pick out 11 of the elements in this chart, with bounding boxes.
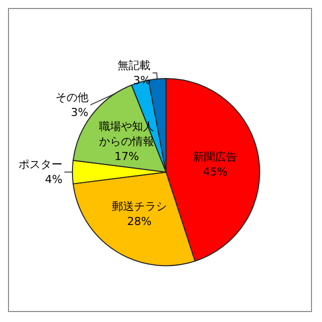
data-label: 3% bbox=[70, 106, 88, 119]
slice-label: 新聞広告 bbox=[193, 150, 238, 164]
slice-label: 職場や知人からの情報 bbox=[99, 120, 154, 148]
slice-label: その他 bbox=[55, 90, 88, 104]
slice-label: 郵送チラシ bbox=[112, 200, 167, 214]
data-label: 17% bbox=[114, 150, 139, 164]
data-label: 28% bbox=[127, 215, 152, 228]
slice-label: 無記載 bbox=[118, 58, 151, 72]
slice-label: ポスター bbox=[18, 158, 62, 172]
data-label: 45% bbox=[203, 165, 228, 178]
data-label: 4% bbox=[44, 173, 62, 186]
